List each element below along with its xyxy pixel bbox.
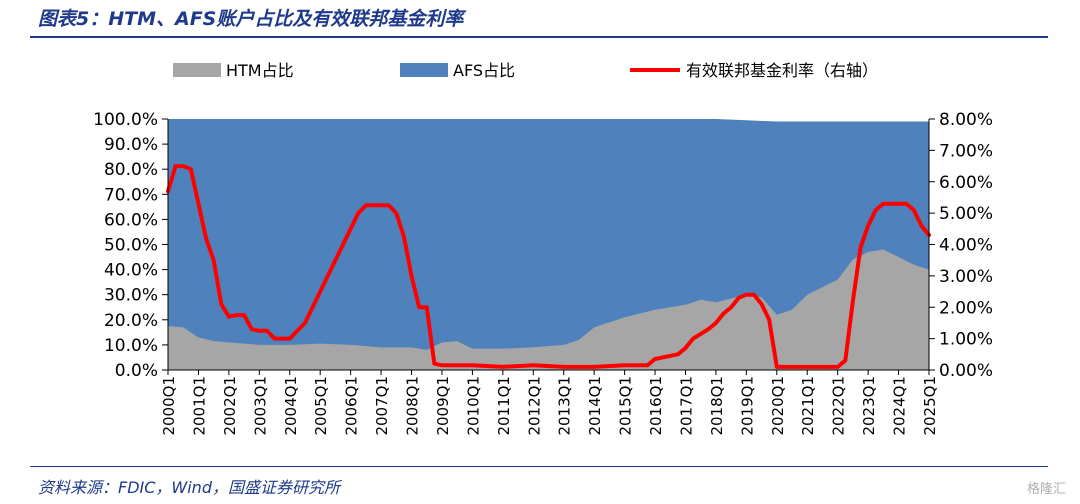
y-left-tick-label: 70.0% — [104, 185, 158, 205]
legend-swatch-htm — [173, 63, 221, 77]
y-left-tick-label: 90.0% — [104, 135, 158, 155]
y-left-tick-label: 60.0% — [104, 210, 158, 230]
x-tick-label: 2012Q1 — [525, 376, 543, 436]
y-left-tick-label: 50.0% — [104, 236, 158, 256]
y-right-tick-label: 3.00% — [939, 267, 993, 287]
y-left-tick-label: 80.0% — [104, 160, 158, 180]
y-left-tick-label: 10.0% — [104, 336, 158, 356]
x-tick-label: 2023Q1 — [860, 376, 878, 436]
chart-title: 图表5：HTM、AFS账户占比及有效联邦基金利率 — [38, 8, 464, 30]
title-divider — [30, 36, 1048, 38]
y-left-tick-label: 20.0% — [104, 311, 158, 331]
x-tick-label: 2004Q1 — [282, 376, 300, 436]
legend-label-htm: HTM占比 — [226, 61, 294, 80]
x-tick-label: 2013Q1 — [556, 376, 574, 436]
x-tick-label: 2017Q1 — [677, 376, 695, 436]
x-tick-label: 2014Q1 — [586, 376, 604, 436]
y-right-tick-label: 5.00% — [939, 204, 993, 224]
y-right-tick-label: 2.00% — [939, 298, 993, 318]
source-note: 资料来源：FDIC，Wind，国盛证券研究所 — [38, 478, 340, 497]
y-left-tick-label: 100.0% — [93, 110, 158, 130]
legend-label-rate: 有效联邦基金利率（右轴） — [686, 61, 878, 80]
x-tick-label: 2002Q1 — [221, 376, 239, 436]
x-tick-label: 2000Q1 — [160, 376, 178, 436]
x-tick-label: 2018Q1 — [708, 376, 726, 436]
legend-swatch-afs — [400, 63, 448, 77]
x-tick-label: 2006Q1 — [343, 376, 361, 436]
x-tick-label: 2016Q1 — [647, 376, 665, 436]
fed-funds-rate-line — [166, 164, 931, 369]
x-tick-label: 2008Q1 — [404, 376, 422, 436]
htm-area — [168, 249, 929, 370]
x-tick-label: 2009Q1 — [434, 376, 452, 436]
x-tick-label: 2003Q1 — [251, 376, 269, 436]
x-tick-label: 2021Q1 — [799, 376, 817, 436]
y-left-tick-label: 30.0% — [104, 286, 158, 306]
source-divider — [30, 466, 1048, 467]
x-tick-label: 2022Q1 — [830, 376, 848, 436]
y-right-tick-label: 8.00% — [939, 110, 993, 130]
y-right-tick-label: 0.00% — [939, 361, 993, 381]
x-tick-label: 2015Q1 — [617, 376, 635, 436]
x-tick-label: 2005Q1 — [312, 376, 330, 436]
x-tick-label: 2019Q1 — [738, 376, 756, 436]
x-tick-label: 2001Q1 — [190, 376, 208, 436]
watermark: 格隆汇 — [1026, 482, 1066, 497]
y-left-tick-label: 0.0% — [115, 361, 158, 381]
y-left-tick-label: 40.0% — [104, 261, 158, 281]
x-tick-label: 2011Q1 — [495, 376, 513, 436]
x-tick-label: 2007Q1 — [373, 376, 391, 436]
legend-label-afs: AFS占比 — [453, 61, 515, 80]
x-tick-label: 2010Q1 — [464, 376, 482, 436]
y-right-tick-label: 6.00% — [939, 173, 993, 193]
y-right-tick-label: 1.00% — [939, 330, 993, 350]
x-tick-label: 2024Q1 — [891, 376, 909, 436]
y-right-tick-label: 4.00% — [939, 236, 993, 256]
x-tick-label: 2020Q1 — [769, 376, 787, 436]
x-tick-label: 2025Q1 — [921, 376, 939, 436]
y-right-tick-label: 7.00% — [939, 141, 993, 161]
